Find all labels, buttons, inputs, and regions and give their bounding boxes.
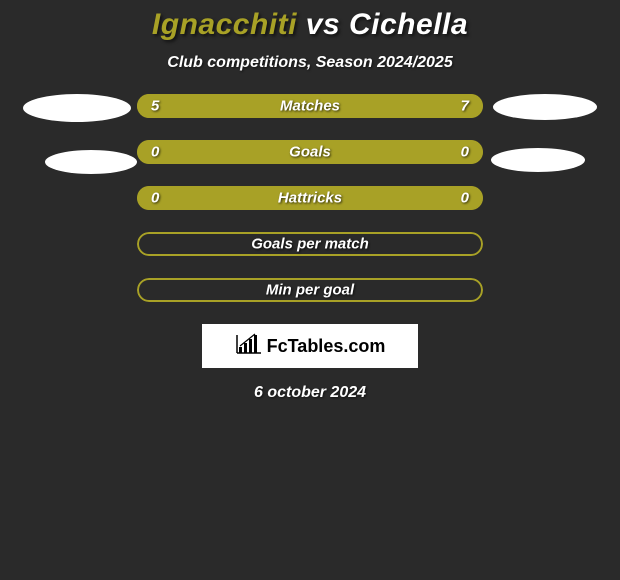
right-ellipse-2 xyxy=(491,148,585,172)
stat-bar-min-per-goal: Min per goal xyxy=(137,278,483,302)
stat-bar-hattricks: 0 0 Hattricks xyxy=(137,186,483,210)
bar-chart-icon xyxy=(235,333,263,360)
bar-value-left: 5 xyxy=(151,98,159,115)
bar-label: Goals per match xyxy=(251,236,369,253)
bar-value-left: 0 xyxy=(151,190,159,207)
page-title: Ignacchiti vs Cichella xyxy=(152,8,468,42)
bar-value-right: 7 xyxy=(461,98,469,115)
right-ellipse-1 xyxy=(493,94,597,120)
bar-label: Goals xyxy=(289,144,331,161)
stat-bar-matches: 5 7 Matches xyxy=(137,94,483,118)
left-ellipse-2 xyxy=(45,150,137,174)
bar-label: Min per goal xyxy=(266,282,354,299)
title-player2: Cichella xyxy=(349,8,468,41)
stat-bar-goals-per-match: Goals per match xyxy=(137,232,483,256)
title-vs: vs xyxy=(297,8,349,41)
bar-label: Matches xyxy=(280,98,340,115)
date-label: 6 october 2024 xyxy=(254,384,366,402)
title-player1: Ignacchiti xyxy=(152,8,297,41)
subtitle: Club competitions, Season 2024/2025 xyxy=(167,54,452,72)
main-row: 5 7 Matches 0 0 Goals 0 0 Hattricks Goals per mat… xyxy=(0,94,620,302)
comparison-infographic: Ignacchiti vs Cichella Club competitions… xyxy=(0,0,620,402)
bar-value-right: 0 xyxy=(461,190,469,207)
bar-value-right: 0 xyxy=(461,144,469,161)
logo-text: FcTables.com xyxy=(267,336,386,357)
logo-box: FcTables.com xyxy=(202,324,418,368)
left-ellipse-1 xyxy=(23,94,131,122)
bar-value-left: 0 xyxy=(151,144,159,161)
left-ellipse-column xyxy=(17,94,137,174)
stat-bars: 5 7 Matches 0 0 Goals 0 0 Hattricks Goals per mat… xyxy=(137,94,483,302)
right-ellipse-column xyxy=(483,94,603,172)
stat-bar-goals: 0 0 Goals xyxy=(137,140,483,164)
bar-label: Hattricks xyxy=(278,190,342,207)
